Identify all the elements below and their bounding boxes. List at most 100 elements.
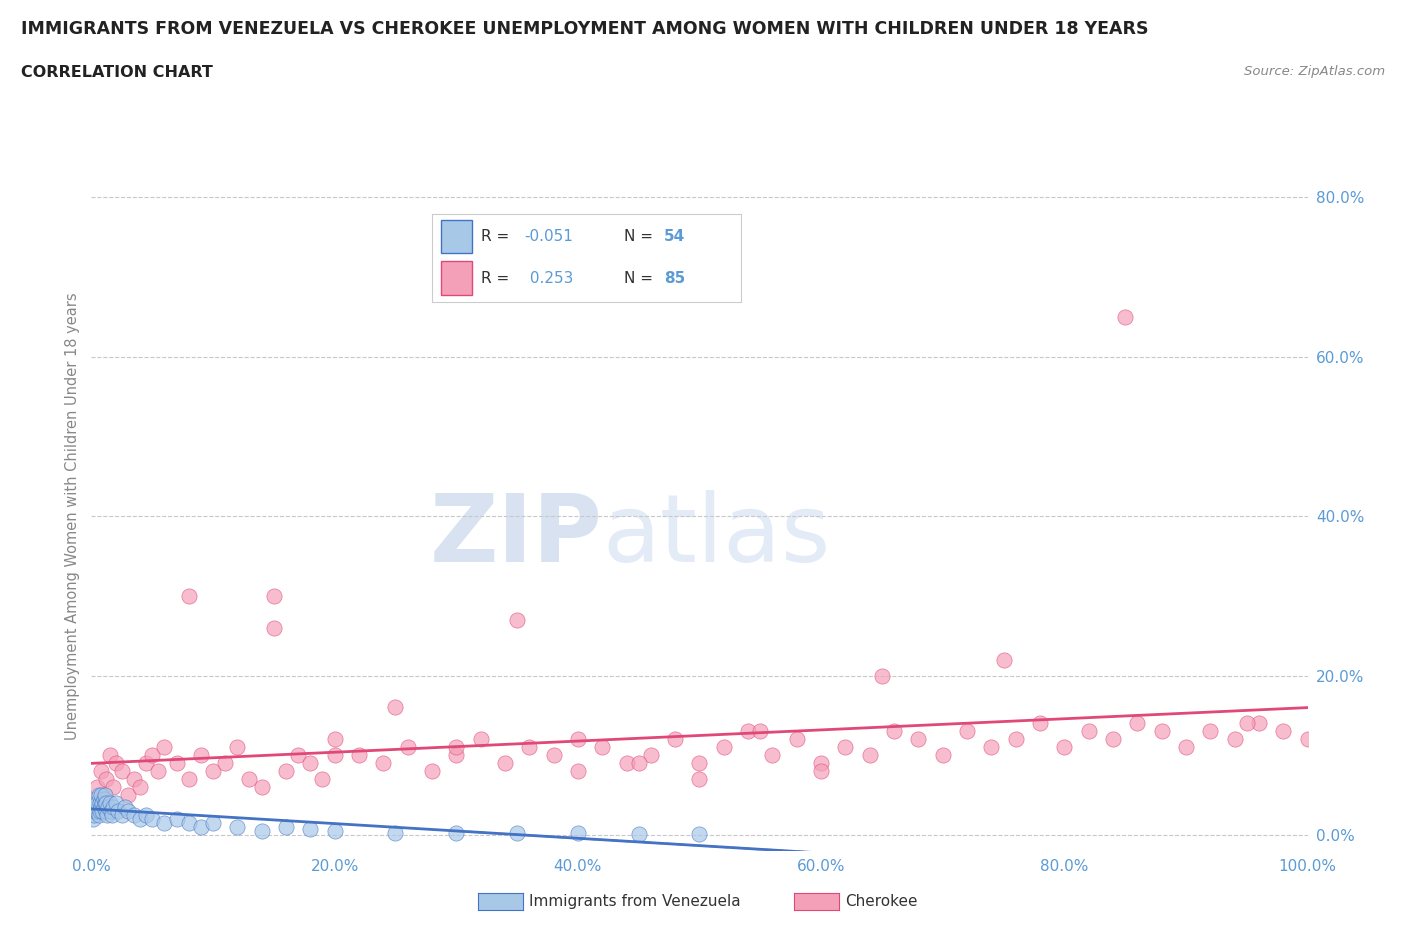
Point bbox=[384, 700, 406, 715]
Point bbox=[274, 764, 297, 778]
Point bbox=[93, 800, 115, 815]
Point bbox=[122, 772, 145, 787]
Text: 85: 85 bbox=[664, 271, 685, 286]
FancyBboxPatch shape bbox=[441, 219, 472, 253]
Point bbox=[616, 756, 638, 771]
Point bbox=[89, 796, 111, 811]
Point bbox=[591, 740, 613, 755]
Point bbox=[396, 740, 419, 755]
Point bbox=[94, 772, 117, 787]
Text: -0.051: -0.051 bbox=[524, 229, 574, 244]
Point bbox=[834, 740, 856, 755]
Point bbox=[627, 827, 650, 842]
Point bbox=[82, 812, 104, 827]
Point bbox=[786, 732, 808, 747]
Point bbox=[567, 826, 589, 841]
Point bbox=[311, 772, 333, 787]
Point bbox=[122, 807, 145, 822]
Point bbox=[749, 724, 772, 738]
Point bbox=[93, 791, 115, 806]
Point bbox=[1029, 716, 1052, 731]
Text: 0.253: 0.253 bbox=[524, 271, 574, 286]
Point bbox=[323, 824, 346, 839]
Text: N =: N = bbox=[624, 229, 658, 244]
Point bbox=[506, 612, 529, 627]
Y-axis label: Unemployment Among Women with Children Under 18 years: Unemployment Among Women with Children U… bbox=[65, 292, 80, 740]
Point bbox=[1150, 724, 1173, 738]
Point bbox=[993, 652, 1015, 667]
Point bbox=[810, 764, 832, 778]
Point bbox=[97, 800, 120, 815]
Point bbox=[250, 824, 273, 839]
Text: IMMIGRANTS FROM VENEZUELA VS CHEROKEE UNEMPLOYMENT AMONG WOMEN WITH CHILDREN UND: IMMIGRANTS FROM VENEZUELA VS CHEROKEE UN… bbox=[21, 20, 1149, 38]
Point bbox=[86, 796, 108, 811]
Point bbox=[1247, 716, 1270, 731]
Point bbox=[93, 788, 115, 803]
Point bbox=[1175, 740, 1198, 755]
Point bbox=[101, 807, 124, 822]
Text: N =: N = bbox=[624, 271, 658, 286]
Point bbox=[129, 812, 152, 827]
Point bbox=[263, 589, 285, 604]
Point bbox=[1126, 716, 1149, 731]
Point bbox=[323, 732, 346, 747]
Point bbox=[135, 756, 157, 771]
Point bbox=[87, 807, 110, 822]
Point bbox=[238, 772, 260, 787]
Point bbox=[84, 796, 107, 811]
Point bbox=[713, 740, 735, 755]
Point bbox=[141, 812, 163, 827]
Point bbox=[287, 748, 309, 763]
Point bbox=[640, 748, 662, 763]
Point bbox=[444, 748, 467, 763]
Point bbox=[567, 764, 589, 778]
Point bbox=[84, 791, 107, 806]
Point bbox=[107, 804, 129, 818]
Point bbox=[90, 788, 112, 803]
Point bbox=[627, 756, 650, 771]
Text: Immigrants from Venezuela: Immigrants from Venezuela bbox=[529, 894, 741, 909]
Point bbox=[94, 788, 117, 803]
Text: atlas: atlas bbox=[602, 490, 831, 582]
Point bbox=[98, 796, 121, 811]
Point bbox=[89, 804, 111, 818]
Point bbox=[129, 779, 152, 794]
Point bbox=[84, 800, 107, 815]
Point bbox=[84, 804, 107, 818]
Point bbox=[688, 772, 710, 787]
Point bbox=[103, 779, 125, 794]
Point bbox=[384, 825, 406, 840]
Point bbox=[117, 804, 139, 818]
Point bbox=[87, 788, 110, 803]
Point bbox=[91, 796, 114, 811]
Point bbox=[177, 816, 200, 830]
Point bbox=[114, 800, 136, 815]
Point bbox=[956, 724, 979, 738]
Point bbox=[373, 756, 395, 771]
Point bbox=[870, 668, 893, 683]
Point bbox=[931, 748, 953, 763]
Point bbox=[104, 796, 127, 811]
Point bbox=[111, 764, 134, 778]
Point bbox=[226, 740, 249, 755]
Point bbox=[883, 724, 905, 738]
Point bbox=[83, 804, 105, 818]
Point bbox=[1296, 732, 1319, 747]
Point bbox=[444, 740, 467, 755]
Point bbox=[506, 826, 529, 841]
Text: R =: R = bbox=[481, 229, 515, 244]
Point bbox=[166, 756, 188, 771]
Point bbox=[299, 821, 322, 836]
Point bbox=[214, 756, 236, 771]
Point bbox=[1236, 716, 1258, 731]
Point bbox=[111, 807, 134, 822]
Point bbox=[100, 804, 122, 818]
Point bbox=[1199, 724, 1222, 738]
Point bbox=[761, 748, 783, 763]
Point bbox=[148, 764, 170, 778]
Point bbox=[1114, 310, 1136, 325]
Text: ZIP: ZIP bbox=[429, 490, 602, 582]
Point bbox=[104, 756, 127, 771]
Point bbox=[83, 807, 105, 822]
Point bbox=[96, 807, 118, 822]
